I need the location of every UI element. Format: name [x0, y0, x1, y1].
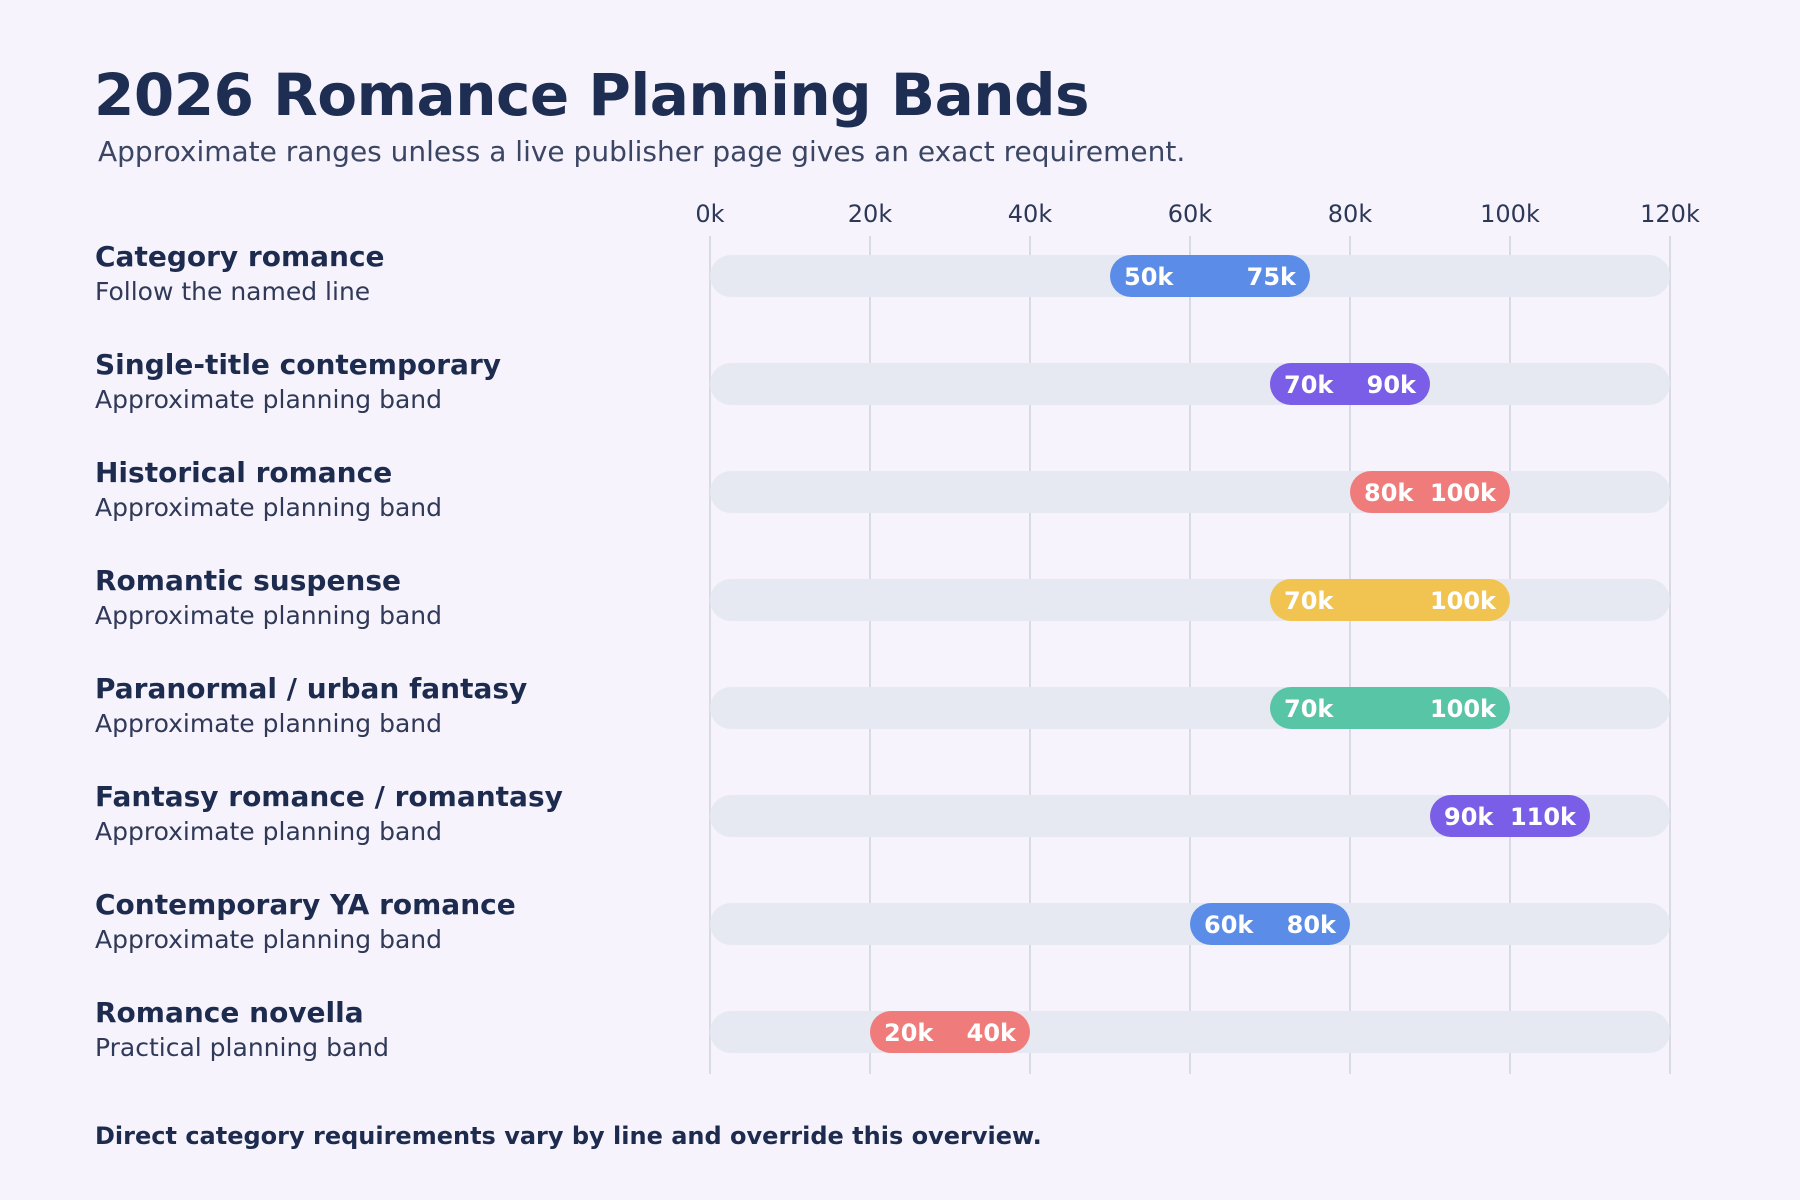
range-track [710, 687, 1670, 729]
row-subtitle: Approximate planning band [95, 709, 442, 738]
range-max-label: 80k [1287, 911, 1337, 939]
range-max-label: 110k [1510, 803, 1577, 831]
range-min-label: 70k [1284, 371, 1334, 399]
range-max-label: 100k [1430, 587, 1497, 615]
range-bar [870, 1011, 1030, 1053]
chart-title: 2026 Romance Planning Bands [94, 61, 1090, 129]
range-bar [1270, 579, 1510, 621]
range-bar [1430, 795, 1590, 837]
x-tick-label: 40k [1008, 200, 1053, 228]
range-min-label: 70k [1284, 587, 1334, 615]
chart-footnote: Direct category requirements vary by lin… [95, 1122, 1042, 1150]
range-bar [1110, 255, 1310, 297]
row-subtitle: Approximate planning band [95, 493, 442, 522]
row-subtitle: Approximate planning band [95, 601, 442, 630]
range-min-label: 70k [1284, 695, 1334, 723]
range-bar [1270, 687, 1510, 729]
range-track [710, 1011, 1670, 1053]
row-label-contemporary-ya-romance: Contemporary YA romance Approximate plan… [95, 888, 685, 956]
row-subtitle: Approximate planning band [95, 385, 442, 414]
range-bar [1350, 471, 1510, 513]
row-title: Paranormal / urban fantasy [95, 672, 528, 705]
row-subtitle: Practical planning band [95, 1033, 390, 1062]
x-tick-label: 120k [1640, 200, 1700, 228]
range-max-label: 40k [967, 1019, 1017, 1047]
row-label-romantic-suspense: Romantic suspense Approximate planning b… [95, 564, 685, 632]
range-bar [1270, 363, 1430, 405]
x-tick-label: 0k [695, 200, 724, 228]
range-min-label: 20k [884, 1019, 934, 1047]
range-min-label: 50k [1124, 263, 1174, 291]
row-subtitle: Approximate planning band [95, 925, 442, 954]
x-tick-label: 100k [1480, 200, 1540, 228]
range-max-label: 75k [1247, 263, 1297, 291]
row-label-single-title-contemporary: Single-title contemporary Approximate pl… [95, 348, 685, 416]
range-min-label: 60k [1204, 911, 1254, 939]
row-title: Romance novella [95, 996, 364, 1029]
row-title: Romantic suspense [95, 564, 402, 597]
x-tick-label: 80k [1328, 200, 1373, 228]
x-tick-label: 20k [848, 200, 893, 228]
range-track [710, 579, 1670, 621]
range-max-label: 100k [1430, 695, 1497, 723]
range-max-label: 100k [1430, 479, 1497, 507]
range-max-label: 90k [1367, 371, 1417, 399]
range-track [710, 795, 1670, 837]
row-label-category-romance: Category romance Follow the named line [95, 240, 685, 308]
row-title: Fantasy romance / romantasy [95, 780, 563, 813]
range-track [710, 471, 1670, 513]
row-label-paranormal-urban-fantasy: Paranormal / urban fantasy Approximate p… [95, 672, 685, 740]
row-title: Contemporary YA romance [95, 888, 516, 921]
range-track [710, 363, 1670, 405]
row-subtitle: Approximate planning band [95, 817, 442, 846]
row-label-fantasy-romance-romantasy: Fantasy romance / romantasy Approximate … [95, 780, 685, 848]
range-min-label: 80k [1364, 479, 1414, 507]
range-min-label: 90k [1444, 803, 1494, 831]
row-subtitle: Follow the named line [95, 277, 371, 306]
row-label-romance-novella: Romance novella Practical planning band [95, 996, 685, 1064]
x-tick-label: 60k [1168, 200, 1213, 228]
row-title: Category romance [95, 240, 385, 273]
chart-subtitle: Approximate ranges unless a live publish… [98, 135, 1186, 168]
range-bar [1190, 903, 1350, 945]
row-title: Historical romance [95, 456, 393, 489]
row-title: Single-title contemporary [95, 348, 502, 381]
row-label-historical-romance: Historical romance Approximate planning … [95, 456, 685, 524]
